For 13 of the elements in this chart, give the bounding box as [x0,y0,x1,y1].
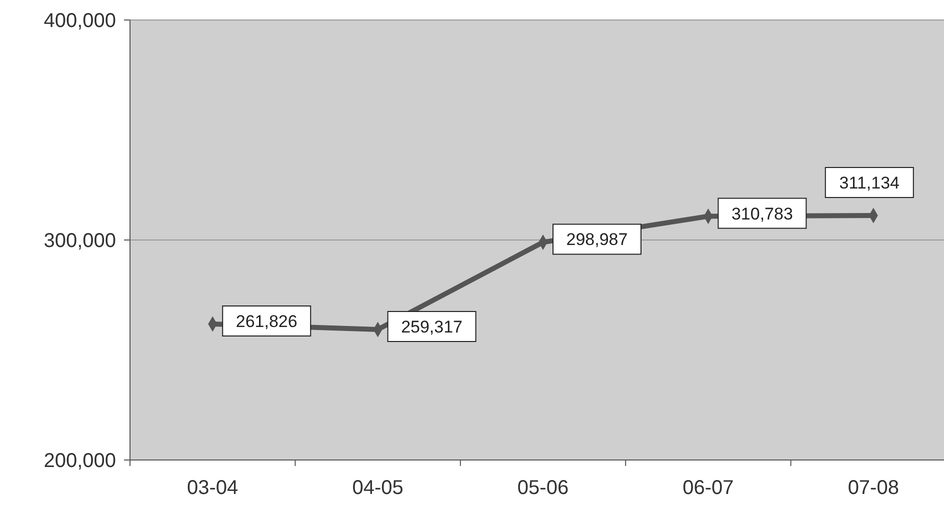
x-tick-label: 04-05 [352,477,404,499]
x-tick-label: 07-08 [848,477,899,499]
data-label: 311,134 [839,174,900,193]
x-tick-label: 03-04 [187,477,238,499]
data-label: 259,317 [401,318,463,337]
data-label: 310,783 [731,204,793,224]
x-tick-label: 05-06 [517,477,569,499]
y-tick-label: 300,000 [44,230,116,252]
x-tick-label: 06-07 [682,477,734,499]
y-tick-label: 400,000 [44,10,116,32]
data-label: 298,987 [566,230,628,250]
data-label: 261,826 [236,312,298,331]
y-tick-label: 200,000 [44,450,116,472]
